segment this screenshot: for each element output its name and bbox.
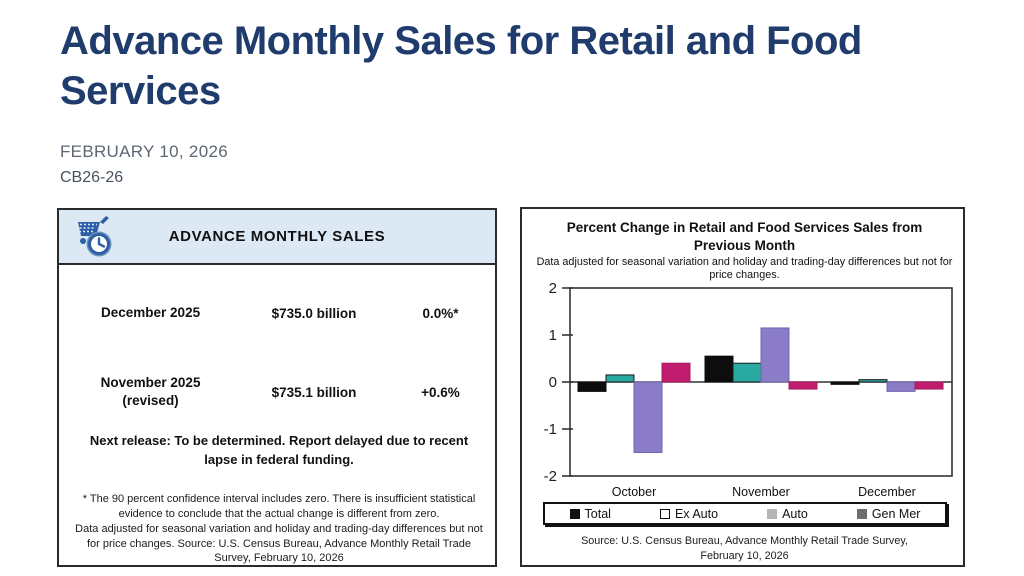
period-label: December 2025: [101, 304, 201, 320]
legend-label: Gen Mer: [871, 506, 921, 521]
table-row: November 2025 (revised) $735.1 billion +…: [59, 372, 495, 412]
sales-card-footnote: * The 90 percent confidence interval inc…: [73, 492, 485, 566]
legend-swatch-icon: [659, 508, 670, 519]
page-title: Advance Monthly Sales for Retail and Foo…: [60, 19, 862, 113]
y-axis-tick-label: -1: [544, 421, 557, 438]
chart-bar-november-gen-mer: [788, 381, 818, 390]
footnote-line-2: Data adjusted for seasonal variation and…: [75, 522, 483, 565]
cart-clock-icon: [59, 214, 129, 260]
percent-change: +0.6%: [421, 384, 460, 400]
sales-value: $735.1 billion: [271, 384, 357, 400]
chart-bar-december-total: [830, 381, 860, 385]
chart-bar-december-ex-auto: [858, 379, 888, 383]
legend-item-ex-auto: Ex Auto: [659, 506, 719, 521]
period-label: November 2025 (revised): [100, 374, 201, 408]
x-axis-category-label: December: [858, 485, 916, 499]
y-axis-tick-label: -2: [544, 468, 557, 485]
bar-chart: 2 1 0 -1 -2 October November December: [544, 280, 953, 499]
percent-change: 0.0%*: [422, 305, 459, 321]
legend-label: Auto: [782, 506, 808, 521]
y-axis-tick-label: 1: [549, 327, 557, 344]
chart-bar-november-total: [704, 355, 734, 383]
percent-change-chart-card: Percent Change in Retail and Food Servic…: [520, 207, 965, 567]
chart-bar-december-gen-mer: [914, 381, 944, 390]
legend-swatch-icon: [569, 508, 580, 519]
chart-source: Source: U.S. Census Bureau, Advance Mont…: [581, 535, 908, 562]
chart-subtitle: Data adjusted for seasonal variation and…: [536, 256, 953, 282]
footnote-line-1: * The 90 percent confidence interval inc…: [82, 493, 476, 520]
x-axis-category-label: October: [612, 485, 656, 499]
chart-bar-november-auto: [760, 327, 790, 383]
x-axis-category-label: November: [732, 485, 790, 499]
legend-swatch-icon: [767, 508, 778, 519]
release-date: FEBRUARY 10, 2026: [60, 142, 228, 161]
legend-label: Ex Auto: [674, 506, 719, 521]
chart-bar-october-ex-auto: [605, 374, 635, 383]
y-axis-tick-label: 2: [549, 280, 557, 297]
legend-item-gen-mer: Gen Mer: [856, 506, 921, 521]
chart-legend: Total Ex Auto Auto Gen Mer: [543, 502, 947, 525]
sales-card-title: ADVANCE MONTHLY SALES: [168, 228, 386, 245]
legend-label: Total: [584, 506, 611, 521]
legend-swatch-icon: [856, 508, 867, 519]
chart-bar-october-auto: [633, 381, 663, 453]
sales-card-header: ADVANCE MONTHLY SALES: [59, 210, 495, 265]
chart-bar-december-auto: [886, 381, 916, 392]
chart-bar-october-total: [577, 381, 607, 392]
table-row: December 2025 $735.0 billion 0.0%*: [59, 298, 495, 328]
legend-item-auto: Auto: [767, 507, 808, 521]
release-number: CB26-26: [60, 169, 124, 186]
y-axis-tick-label: 0: [549, 374, 557, 391]
advance-monthly-sales-card: ADVANCE MONTHLY SALES December 2025 $735…: [57, 208, 497, 567]
sales-value: $735.0 billion: [271, 305, 357, 321]
chart-bar-october-gen-mer: [661, 362, 691, 383]
legend-item-total: Total: [569, 506, 611, 521]
chart-bar-november-ex-auto: [732, 362, 762, 383]
next-release-note: Next release: To be determined. Report d…: [89, 433, 469, 467]
chart-title: Percent Change in Retail and Food Servic…: [566, 220, 923, 253]
